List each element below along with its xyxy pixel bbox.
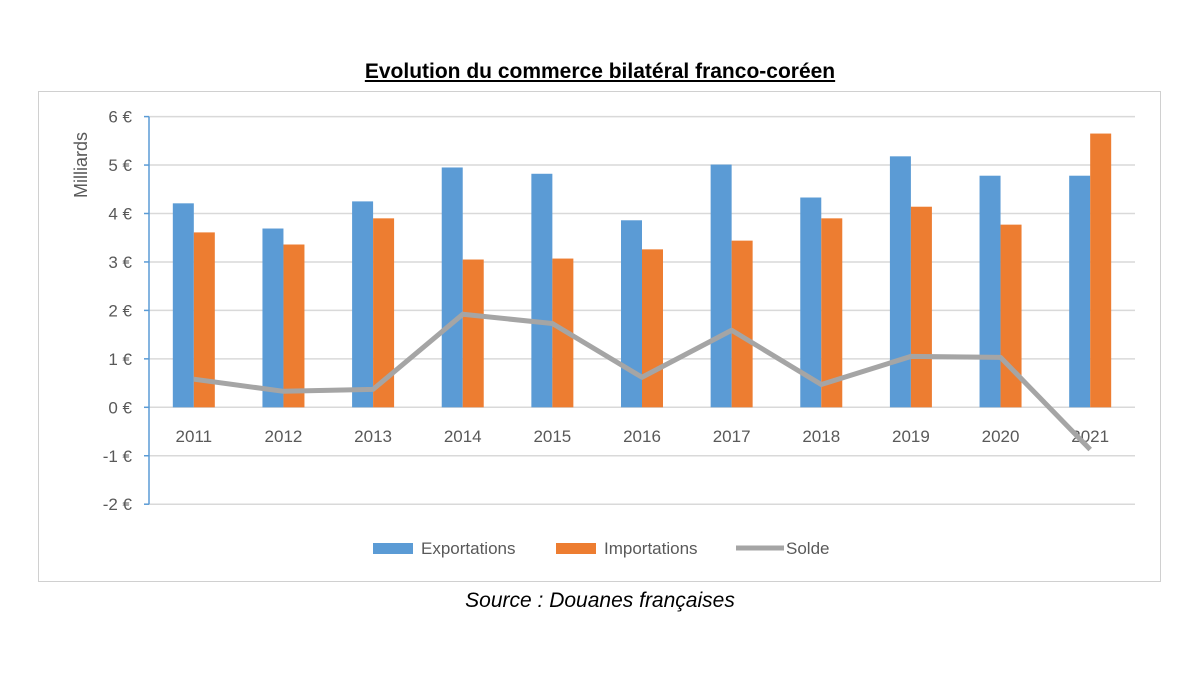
bar-exportations xyxy=(441,167,463,408)
bar-exportations xyxy=(172,203,194,408)
bar-exportations xyxy=(262,228,284,408)
legend-label-importations: Importations xyxy=(604,539,698,558)
y-tick-label: 0 € xyxy=(108,398,132,417)
bar-importations xyxy=(462,259,484,408)
y-tick-label: -2 € xyxy=(103,495,133,514)
chart-title: Evolution du commerce bilatéral franco-c… xyxy=(364,60,836,83)
bar-importations xyxy=(1000,224,1022,408)
bar-importations xyxy=(910,206,932,408)
bar-exportations xyxy=(710,164,732,408)
x-tick-label: 2020 xyxy=(982,427,1020,446)
bar-exportations xyxy=(889,156,911,408)
y-tick-label: 3 € xyxy=(108,253,132,272)
bar-importations xyxy=(642,249,663,408)
y-tick-label: 2 € xyxy=(108,301,132,320)
x-tick-label: 2019 xyxy=(892,427,930,446)
bar-importations xyxy=(1090,133,1112,408)
legend-label-exportations: Exportations xyxy=(421,539,516,558)
bar-exportations xyxy=(800,197,822,408)
y-tick-label: 4 € xyxy=(108,205,132,224)
bar-importations xyxy=(193,232,215,408)
bar-exportations xyxy=(1069,175,1091,408)
x-tick-label: 2016 xyxy=(623,427,661,446)
bar-importations xyxy=(552,258,574,408)
x-tick-label: 2017 xyxy=(713,427,751,446)
legend-swatch-importations xyxy=(556,543,596,554)
x-tick-label: 2018 xyxy=(802,427,840,446)
bar-exportations xyxy=(979,175,1001,408)
y-tick-label: -1 € xyxy=(103,447,133,466)
bar-importations xyxy=(731,240,753,408)
y-tick-label: 1 € xyxy=(108,350,132,369)
legend-label-solde: Solde xyxy=(786,539,829,558)
bar-exportations xyxy=(352,201,374,408)
y-tick-label: 5 € xyxy=(108,156,132,175)
bar-importations xyxy=(821,218,843,408)
x-tick-label: 2011 xyxy=(176,427,213,446)
bar-importations xyxy=(283,244,305,408)
x-tick-label: 2015 xyxy=(533,427,571,446)
bar-exportations xyxy=(621,220,642,408)
x-tick-label: 2013 xyxy=(354,427,392,446)
legend-swatch-exportations xyxy=(373,543,413,554)
bar-exportations xyxy=(531,173,553,408)
source-note: Source : Douanes françaises xyxy=(465,589,735,612)
x-tick-label: 2014 xyxy=(444,427,482,446)
chart-frame xyxy=(38,91,1161,582)
bar-importations xyxy=(373,218,395,408)
y-axis-label: Milliards xyxy=(71,132,91,198)
y-tick-label: 6 € xyxy=(108,108,132,127)
x-tick-label: 2012 xyxy=(265,427,303,446)
